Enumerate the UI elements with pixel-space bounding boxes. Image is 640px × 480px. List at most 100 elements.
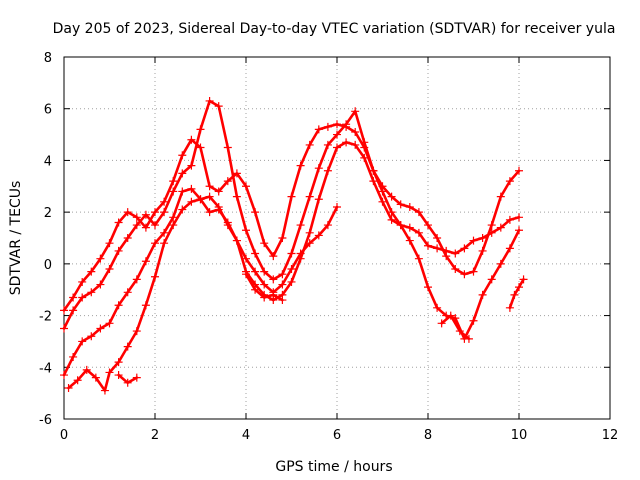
data-point: [196, 125, 205, 134]
data-point: [100, 386, 109, 395]
data-point: [510, 290, 519, 299]
data-point: [223, 221, 232, 230]
data-point: [451, 265, 460, 274]
data-point: [60, 306, 68, 315]
x-axis: 0 2 4 6 8 10 12: [60, 57, 618, 443]
data-point: [433, 234, 442, 242]
data-point: [505, 177, 514, 186]
data-point: [323, 221, 332, 230]
data-point: [424, 283, 432, 292]
y-tick-label: 0: [44, 258, 52, 273]
data-point: [251, 208, 260, 217]
data-point: [251, 285, 260, 294]
data-point: [82, 365, 91, 374]
data-point: [519, 275, 528, 284]
series-line: [67, 195, 339, 392]
data-point: [132, 213, 141, 222]
series-arc-2: [60, 96, 523, 333]
data-point: [269, 275, 278, 284]
data-point: [314, 231, 323, 240]
data-point: [178, 169, 187, 178]
data-point: [141, 301, 150, 310]
data-point: [278, 280, 287, 289]
data-point: [305, 228, 314, 237]
data-point: [242, 182, 250, 191]
series-line: [440, 314, 471, 341]
data-point: [87, 267, 96, 276]
data-point: [314, 195, 323, 204]
data-point: [515, 213, 523, 222]
data-point: [251, 267, 260, 276]
y-tick-label: 4: [44, 154, 52, 169]
x-tick-label: 4: [242, 428, 250, 443]
data-point: [87, 332, 96, 341]
data-point: [469, 236, 478, 245]
data-point: [333, 143, 341, 152]
x-axis-label: GPS time / hours: [275, 459, 392, 475]
data-point: [123, 208, 132, 217]
data-point: [114, 301, 123, 310]
data-point: [187, 184, 196, 193]
data-point: [60, 371, 68, 380]
data-point: [414, 208, 423, 217]
data-point: [369, 177, 378, 186]
data-point: [269, 290, 278, 299]
data-point: [305, 192, 314, 201]
data-point: [73, 376, 82, 385]
data-point: [455, 327, 464, 336]
data-point: [305, 239, 314, 248]
data-point: [378, 197, 387, 206]
data-point: [451, 249, 460, 258]
data-point: [323, 140, 332, 149]
series-arc-7: [437, 311, 473, 343]
data-point: [123, 288, 132, 297]
data-point: [105, 319, 114, 328]
data-point: [205, 208, 214, 217]
data-point: [333, 130, 341, 139]
data-point: [160, 239, 169, 248]
data-point: [496, 192, 505, 201]
data-point: [515, 226, 523, 235]
data-point: [360, 138, 369, 147]
data-point: [433, 303, 442, 312]
data-point: [78, 293, 87, 302]
series-line: [508, 278, 525, 310]
data-point: [505, 303, 514, 312]
data-point: [105, 265, 114, 274]
data-point: [78, 337, 87, 346]
data-point: [178, 187, 187, 196]
data-point: [123, 342, 132, 351]
data-point: [333, 202, 341, 211]
data-point: [278, 234, 287, 242]
data-point: [437, 319, 446, 328]
data-point: [151, 221, 159, 230]
data-point: [223, 177, 232, 186]
data-point: [342, 138, 351, 147]
data-point: [141, 223, 150, 232]
data-point: [114, 358, 123, 367]
data-point: [160, 197, 169, 206]
data-point: [478, 246, 487, 255]
y-tick-label: -4: [39, 361, 52, 376]
data-point: [296, 221, 305, 230]
data-point: [132, 327, 141, 336]
data-point: [69, 293, 78, 302]
data-point: [287, 192, 296, 201]
data-point: [460, 244, 469, 253]
data-point: [396, 200, 405, 209]
data-point: [132, 275, 141, 284]
data-point: [223, 143, 232, 152]
data-point: [515, 166, 523, 175]
data-point: [114, 218, 123, 227]
data-point: [351, 140, 360, 149]
data-point: [296, 249, 305, 258]
data-point: [287, 277, 296, 286]
data-point: [214, 202, 223, 211]
data-point: [151, 272, 159, 281]
data-point: [91, 373, 100, 382]
data-point: [232, 236, 241, 245]
data-point: [460, 270, 469, 279]
series-arc-5: [114, 371, 141, 387]
data-point: [123, 234, 132, 242]
data-point: [469, 267, 478, 276]
